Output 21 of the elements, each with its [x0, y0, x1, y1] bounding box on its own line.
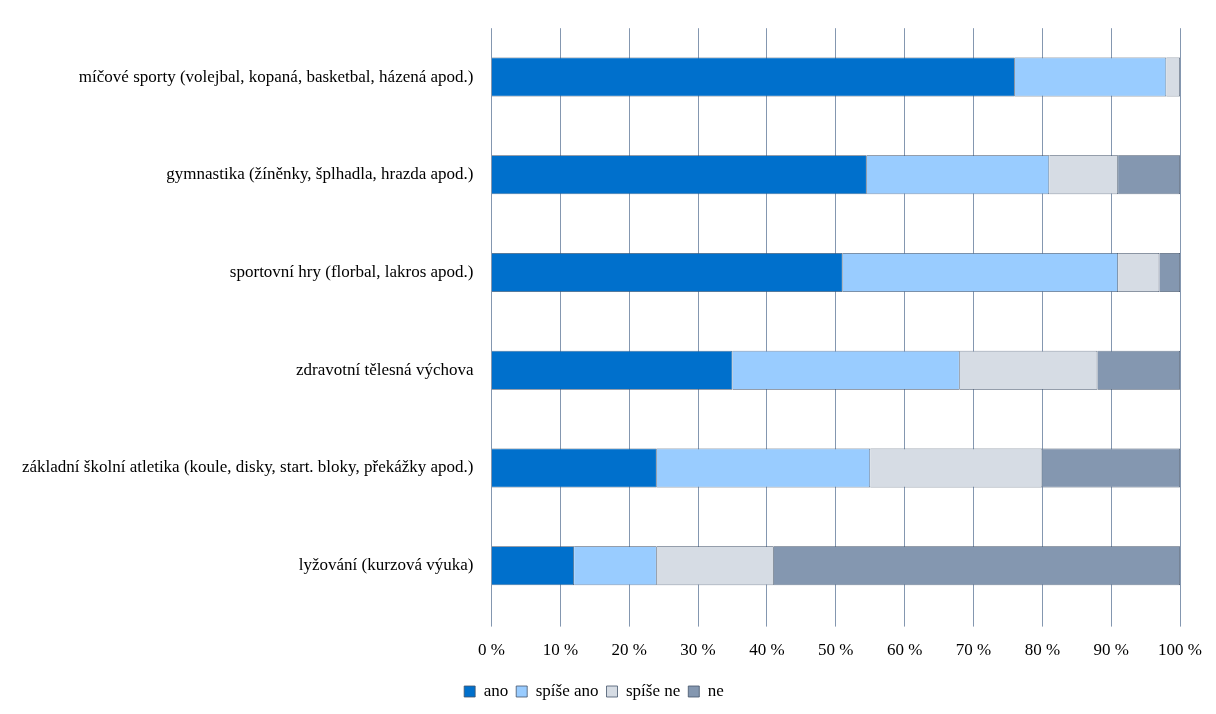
- x-tick-label: 10 %: [542, 640, 579, 660]
- y-tick-label: sportovní hry (florbal, lakros apod.): [229, 262, 474, 281]
- x-tick-label: 40 %: [749, 640, 785, 660]
- y-tick-label: gymnastika (žíněnky, šplhadla, hrazda apod.): [166, 164, 474, 184]
- x-tick-label: 100 %: [1158, 640, 1203, 660]
- x-tick-label: 50 %: [818, 640, 854, 660]
- legend-label: ne: [707, 680, 724, 700]
- y-tick-label: základní školní atletika (koule, disky, start. bloky, překážky apod.): [22, 457, 474, 477]
- legend-label: ano: [483, 680, 509, 700]
- legend-label: spíše ano: [535, 680, 599, 700]
- x-tick-label: 30 %: [680, 640, 716, 660]
- y-tick-label: zdravotní tělesná výchova: [295, 359, 474, 379]
- x-tick-label: 90 %: [1093, 640, 1129, 660]
- x-tick-label: 0 %: [478, 640, 505, 660]
- x-tick-label: 20 %: [611, 640, 647, 660]
- y-tick-label: míčové sporty (volejbal, kopaná, basketbal, házená apod.): [78, 66, 474, 86]
- x-tick-label: 70 %: [955, 640, 992, 660]
- legend-label: spíše ne: [626, 680, 681, 700]
- x-tick-label: 60 %: [886, 640, 923, 660]
- x-tick-label: 80 %: [1024, 640, 1061, 660]
- y-tick-label: lyžování (kurzová výuka): [298, 555, 474, 575]
